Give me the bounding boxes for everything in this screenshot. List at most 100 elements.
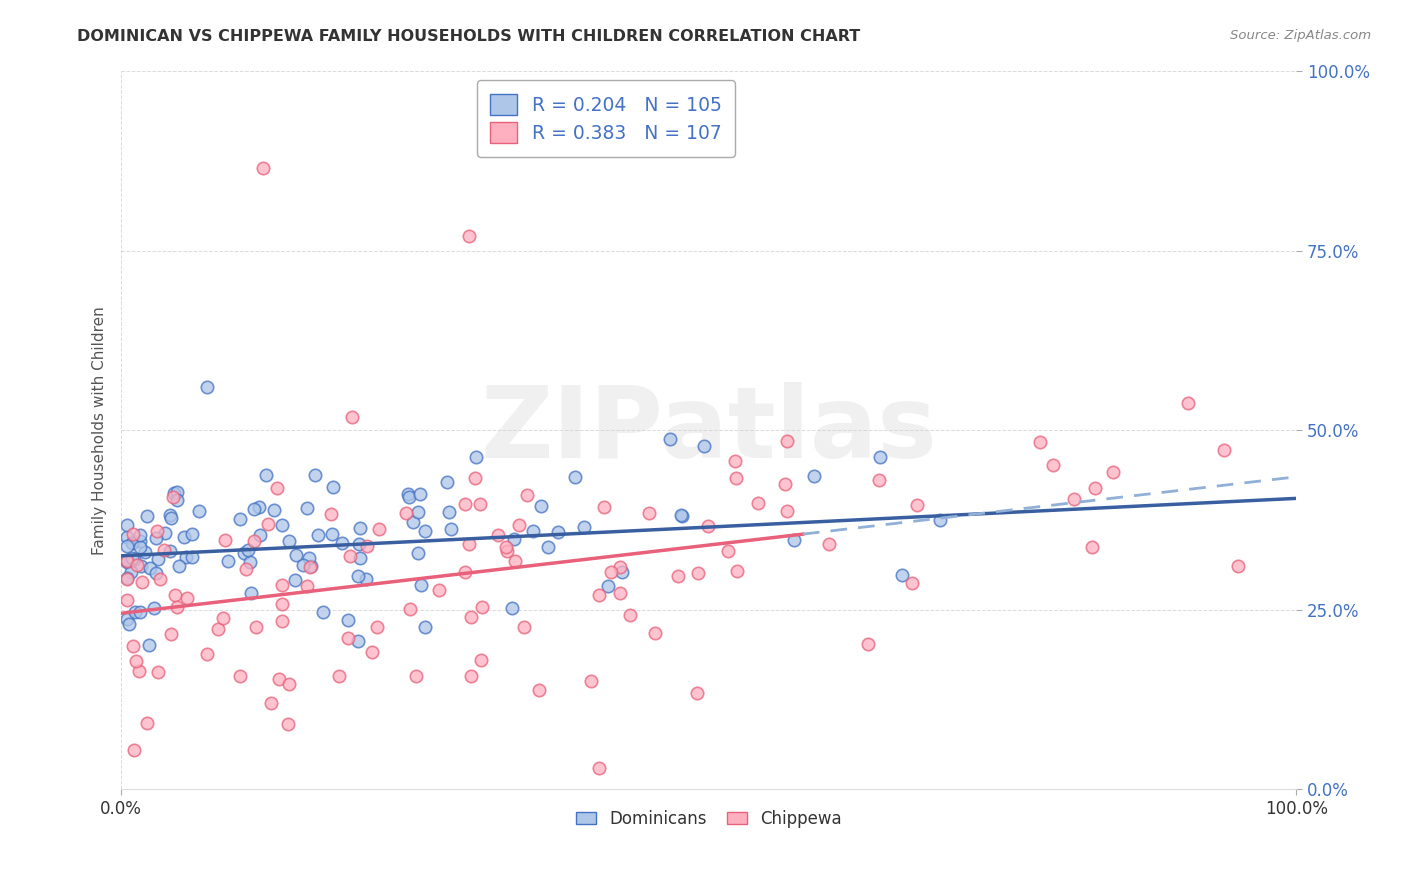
Point: [471, 600, 494, 615]
Point: [398, 491, 420, 505]
Point: [207, 622, 229, 636]
Point: [803, 469, 825, 483]
Point: [129, 540, 152, 554]
Text: Source: ZipAtlas.com: Source: ZipAtlas.com: [1230, 29, 1371, 42]
Point: [195, 647, 218, 661]
Point: [278, 533, 301, 548]
Point: [159, 544, 181, 558]
Point: [458, 537, 481, 551]
Point: [1177, 395, 1199, 409]
Point: [311, 605, 333, 619]
Point: [406, 546, 429, 560]
Point: [399, 601, 422, 615]
Point: [516, 488, 538, 502]
Point: [508, 518, 530, 533]
Point: [495, 544, 517, 558]
Point: [405, 669, 427, 683]
Point: [336, 631, 359, 645]
Point: [530, 499, 553, 513]
Point: [256, 516, 278, 531]
Point: [115, 554, 138, 568]
Point: [163, 588, 186, 602]
Point: [890, 568, 912, 582]
Point: [360, 645, 382, 659]
Point: [666, 568, 689, 582]
Point: [291, 558, 314, 572]
Point: [339, 549, 361, 564]
Point: [247, 500, 270, 515]
Point: [470, 497, 492, 511]
Point: [773, 476, 796, 491]
Point: [529, 683, 551, 698]
Point: [295, 500, 318, 515]
Point: [776, 504, 799, 518]
Point: [644, 625, 666, 640]
Point: [125, 558, 148, 572]
Point: [409, 577, 432, 591]
Point: [284, 548, 307, 562]
Point: [128, 664, 150, 678]
Point: [366, 620, 388, 634]
Point: [856, 637, 879, 651]
Point: [522, 524, 544, 538]
Point: [260, 696, 283, 710]
Point: [214, 533, 236, 547]
Point: [115, 573, 138, 587]
Point: [427, 582, 450, 597]
Point: [118, 616, 141, 631]
Point: [145, 524, 167, 539]
Point: [122, 742, 145, 756]
Point: [148, 552, 170, 566]
Point: [671, 509, 693, 524]
Point: [396, 487, 419, 501]
Point: [115, 517, 138, 532]
Point: [356, 539, 378, 553]
Point: [454, 565, 477, 579]
Point: [131, 574, 153, 589]
Point: [905, 499, 928, 513]
Point: [1102, 465, 1125, 479]
Point: [321, 526, 343, 541]
Point: [688, 566, 710, 580]
Point: [115, 539, 138, 553]
Point: [239, 586, 262, 600]
Point: [321, 507, 343, 521]
Point: [464, 471, 486, 485]
Point: [547, 525, 569, 540]
Point: [322, 480, 344, 494]
Point: [465, 450, 488, 465]
Point: [346, 569, 368, 583]
Point: [115, 571, 138, 585]
Point: [271, 614, 294, 628]
Point: [869, 450, 891, 465]
Point: [513, 620, 536, 634]
Point: [174, 549, 197, 564]
Point: [146, 665, 169, 679]
Point: [159, 508, 181, 522]
Point: [536, 541, 558, 555]
Point: [115, 531, 138, 545]
Point: [152, 542, 174, 557]
Point: [783, 533, 806, 547]
Point: [166, 485, 188, 500]
Point: [249, 527, 271, 541]
Point: [299, 558, 322, 573]
Point: [1063, 492, 1085, 507]
Point: [505, 554, 527, 568]
Point: [336, 613, 359, 627]
Point: [495, 540, 517, 554]
Point: [129, 559, 152, 574]
Point: [134, 545, 156, 559]
Point: [349, 521, 371, 535]
Point: [1212, 442, 1234, 457]
Text: ZIPatlas: ZIPatlas: [481, 382, 938, 479]
Point: [588, 761, 610, 775]
Point: [599, 566, 621, 580]
Point: [153, 525, 176, 540]
Point: [238, 543, 260, 558]
Point: [470, 653, 492, 667]
Point: [235, 562, 257, 576]
Point: [270, 597, 292, 611]
Point: [593, 500, 616, 515]
Point: [460, 669, 482, 683]
